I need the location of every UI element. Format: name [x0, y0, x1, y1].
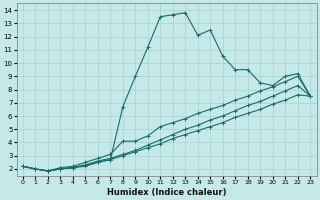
X-axis label: Humidex (Indice chaleur): Humidex (Indice chaleur) — [107, 188, 226, 197]
